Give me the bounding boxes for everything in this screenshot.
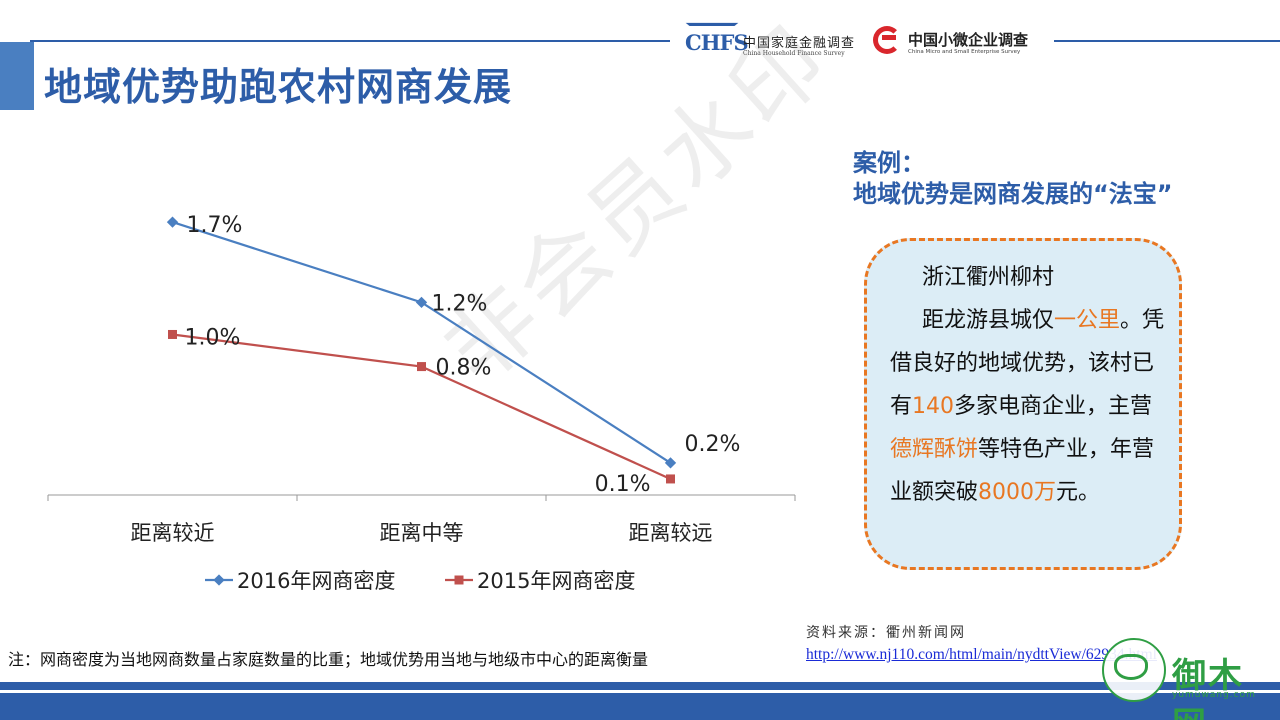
legend-swatch-marker — [454, 575, 464, 585]
line-chart: 距离较近 距离中等 距离较远 1.7% 1.2% 0.2% 1.0% 0.8% 0.1% 2016… — [47, 213, 796, 593]
page-title: 地域优势助跑农村网商发展 — [44, 65, 513, 109]
case-heading: 案例： 地域优势是网商发展的“法宝” — [853, 148, 1173, 210]
chfs-logo-cn: 中国家庭金融调查 — [743, 36, 856, 51]
header-rule-left — [30, 40, 670, 42]
x-tick-label: 距离较近 — [131, 521, 215, 545]
case-location: 浙江衢州柳村 — [922, 265, 1055, 290]
series-line — [172, 221, 672, 464]
corner-logo: 御木网 yumuwang.com — [1100, 636, 1275, 720]
case-text-seg: 距龙游县城仅 — [922, 308, 1055, 333]
case-text-seg: 元。 — [1056, 480, 1101, 505]
case-text-seg: 。凭借良好的地域优势，该村已有 — [890, 308, 1165, 419]
case-heading-line1: 案例： — [853, 149, 925, 177]
legend-label: 2016年网商密度 — [237, 569, 395, 593]
footer-band-top — [0, 682, 1280, 690]
header-rule-right — [1054, 40, 1280, 42]
title-accent-bar — [0, 42, 34, 110]
case-text-seg: 多家电商企业，主营 — [954, 394, 1153, 419]
msme-ring-bar — [882, 35, 896, 40]
source-label: 资料来源：衢州新闻网 — [806, 625, 966, 641]
data-label: 1.7% — [187, 213, 243, 238]
data-label: 1.2% — [432, 291, 488, 316]
case-box — [864, 238, 1182, 570]
x-tick-label: 距离中等 — [380, 521, 464, 545]
data-point — [664, 457, 677, 469]
data-label: 0.1% — [595, 472, 651, 497]
chfs-logo-en: China Household Finance Survey — [743, 50, 845, 57]
case-text-seg: 等特色产业，年营业额突破 — [890, 437, 1155, 505]
legend-label: 2015年网商密度 — [477, 569, 635, 593]
case-heading-line2: 地域优势是网商发展的“法宝” — [853, 180, 1173, 208]
data-point — [666, 474, 675, 484]
series-line — [172, 333, 671, 480]
case-highlight-product: 德辉酥饼 — [890, 437, 979, 462]
chfs-logo-mark: CHFS — [685, 30, 749, 55]
case-highlight-revenue: 8000万 — [978, 480, 1057, 505]
footer-band — [0, 693, 1280, 720]
source-link[interactable]: http://www.nj110.com/html/main/nydttView… — [806, 646, 1157, 663]
chfs-logo: CHFS 中国家庭金融调查 China Household Finance Su… — [683, 22, 863, 62]
data-point — [417, 362, 426, 372]
data-label: 0.8% — [436, 356, 492, 381]
msme-logo-cn: 中国小微企业调查 — [908, 31, 1029, 49]
case-text: 浙江衢州柳村 距龙游县城仅一公里。凭借良好的地域优势，该村已有140多家电商企业… — [890, 256, 1170, 514]
msme-ring-icon — [873, 26, 901, 54]
corner-logo-domain: yumuwang.com — [1172, 690, 1256, 700]
case-highlight-distance: 一公里 — [1054, 308, 1121, 333]
footnote: 注：网商密度为当地网商数量占家庭数量的比重；地域优势用当地与地级市中心的距离衡量 — [8, 650, 649, 669]
data-label: 0.2% — [685, 432, 741, 457]
data-label: 1.0% — [185, 325, 241, 350]
msme-survey-logo: 中国小微企业调查 China Micro and Small Enterpris… — [873, 22, 1053, 62]
corner-logo-name: 御木网 — [1172, 656, 1244, 720]
seal-inner-icon — [1114, 654, 1148, 680]
msme-logo-en: China Micro and Small Enterprise Survey — [908, 49, 1021, 55]
case-highlight-count: 140 — [912, 394, 955, 419]
x-tick-label: 距离较远 — [629, 521, 713, 545]
legend-swatch-marker — [213, 574, 225, 586]
data-point — [415, 296, 428, 309]
data-point — [166, 216, 179, 228]
data-point — [168, 329, 177, 339]
